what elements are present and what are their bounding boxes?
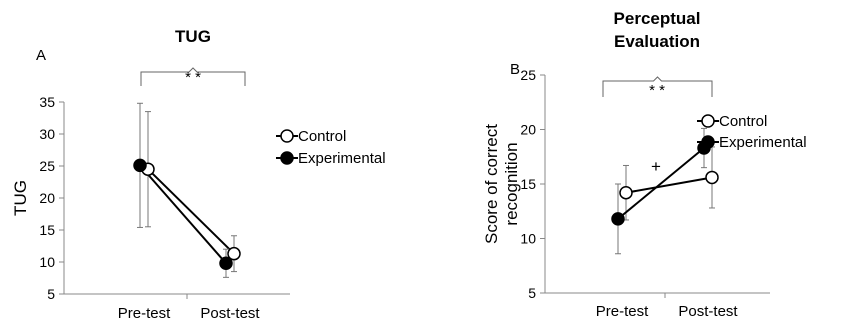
legend-label: Control (298, 128, 346, 145)
chart-panel-a: 5 10 15 20 25 30 35 Pre-test Post-test TUG TUG A * *… (11, 27, 386, 320)
legend-marker (702, 115, 714, 127)
y-tick-label: 30 (39, 126, 55, 142)
y-tick-label: 5 (528, 285, 536, 301)
y-tick-label: 10 (39, 254, 55, 270)
significance-marker: * * (649, 82, 665, 99)
x-category-label: Post-test (678, 303, 738, 320)
y-tick-label: 20 (39, 190, 55, 206)
y-tick-label: 15 (39, 222, 55, 238)
y-tick-label: 15 (520, 176, 536, 192)
series-line (618, 148, 704, 219)
panel-label: A (36, 47, 46, 64)
y-axis-label: Score of correctrecognition (482, 124, 521, 244)
significance-plus-marker: + (651, 157, 661, 176)
y-tick-label: 25 (520, 67, 536, 83)
y-tick-label: 10 (520, 231, 536, 247)
series-line (626, 177, 712, 192)
data-point (134, 159, 146, 171)
x-category-label: Pre-test (118, 305, 171, 320)
legend-label: Experimental (298, 150, 386, 167)
legend-marker (281, 152, 293, 164)
y-axis-label-line: recognition (502, 142, 521, 225)
significance-marker: * * (185, 69, 201, 86)
y-axis-label: TUG (11, 180, 30, 216)
legend-marker (281, 130, 293, 142)
legend-marker (702, 136, 714, 148)
y-tick-label: 20 (520, 122, 536, 138)
chart-title-line: Perceptual (614, 9, 701, 28)
x-category-label: Post-test (200, 305, 260, 320)
data-point (220, 257, 232, 269)
series-line (140, 165, 226, 263)
y-axis-label-line: Score of correct (482, 124, 501, 244)
legend-label: Control (719, 113, 767, 130)
legend-label: Experimental (719, 134, 807, 151)
chart-panel-b: 5 10 15 20 25 Pre-test Post-test Score of corre… (482, 9, 807, 320)
data-point (620, 187, 632, 199)
y-tick-label: 25 (39, 158, 55, 174)
chart-title-line: Evaluation (614, 32, 700, 51)
series-line (148, 169, 234, 253)
data-point (612, 213, 624, 225)
y-tick-label: 5 (47, 286, 55, 302)
panel-label: B (510, 61, 520, 78)
data-point (706, 171, 718, 183)
x-category-label: Pre-test (596, 303, 649, 320)
y-tick-label: 35 (39, 94, 55, 110)
chart-title: TUG (175, 27, 211, 46)
